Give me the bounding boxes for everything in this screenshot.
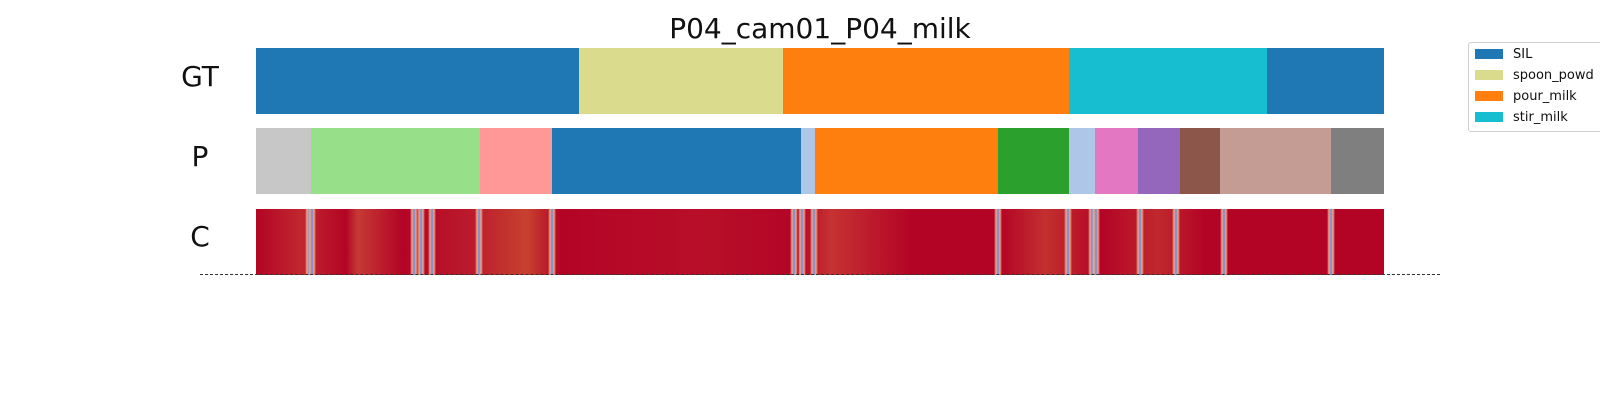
gt-segment-1 xyxy=(256,48,579,114)
gt-segment-2 xyxy=(578,48,783,114)
row-label-gt: GT xyxy=(181,60,219,93)
confidence-base xyxy=(256,209,1384,275)
p-segment-9 xyxy=(1095,128,1139,194)
low-confidence-mark-15 xyxy=(1136,209,1145,275)
p-segment-13 xyxy=(1330,128,1385,194)
legend-entry-sil: SIL xyxy=(1475,45,1532,63)
legend-swatch-stir-milk xyxy=(1475,112,1503,122)
low-confidence-mark-10 xyxy=(810,209,819,275)
low-confidence-mark-9 xyxy=(797,209,806,275)
low-confidence-mark-2 xyxy=(308,209,317,275)
legend-entry-stir-milk: stir_milk xyxy=(1475,108,1568,126)
low-confidence-mark-17 xyxy=(1219,209,1228,275)
p-segment-2 xyxy=(311,128,481,194)
low-confidence-mark-6 xyxy=(475,209,484,275)
prediction-track xyxy=(256,128,1385,194)
low-confidence-mark-4 xyxy=(416,209,425,275)
low-confidence-mark-14 xyxy=(1092,209,1101,275)
low-confidence-mark-12 xyxy=(1064,209,1073,275)
low-confidence-mark-11 xyxy=(994,209,1003,275)
p-segment-1 xyxy=(256,128,312,194)
legend-label-sil: SIL xyxy=(1513,46,1533,62)
low-confidence-mark-3 xyxy=(409,209,418,275)
row-label-c: C xyxy=(190,220,210,253)
chart-title: P04_cam01_P04_milk xyxy=(669,12,971,45)
p-segment-10 xyxy=(1138,128,1181,194)
low-confidence-mark-18 xyxy=(1326,209,1335,275)
p-segment-5 xyxy=(800,128,816,194)
p-segment-4 xyxy=(551,128,802,194)
p-segment-11 xyxy=(1179,128,1221,194)
legend-entry-pour-milk: pour_milk xyxy=(1475,87,1577,105)
gt-segment-4 xyxy=(1069,48,1267,114)
ground-truth-track xyxy=(256,48,1385,114)
legend-swatch-spoon-powd xyxy=(1475,70,1503,80)
p-segment-8 xyxy=(1069,128,1096,194)
gt-segment-3 xyxy=(782,48,1070,114)
dashed-baseline xyxy=(200,274,1440,275)
p-segment-3 xyxy=(480,128,552,194)
legend-swatch-sil xyxy=(1475,49,1503,59)
legend-label-stir-milk: stir_milk xyxy=(1513,109,1568,125)
p-segment-6 xyxy=(815,128,999,194)
gt-segment-5 xyxy=(1266,48,1385,114)
low-confidence-mark-5 xyxy=(427,209,436,275)
legend-label-spoon-powd: spoon_powd xyxy=(1513,67,1594,83)
low-confidence-mark-16 xyxy=(1172,209,1181,275)
low-confidence-mark-13 xyxy=(1087,209,1096,275)
p-segment-12 xyxy=(1220,128,1332,194)
legend-entry-spoon-powd: spoon_powd xyxy=(1475,66,1594,84)
legend-swatch-pour-milk xyxy=(1475,91,1503,101)
low-confidence-mark-7 xyxy=(547,209,556,275)
p-segment-7 xyxy=(998,128,1070,194)
legend-label-pour-milk: pour_milk xyxy=(1513,88,1577,104)
row-label-p: P xyxy=(191,140,209,173)
confidence-track xyxy=(256,209,1384,275)
low-confidence-mark-8 xyxy=(790,209,799,275)
legend: SIL spoon_powd pour_milk stir_milk xyxy=(1468,42,1600,132)
